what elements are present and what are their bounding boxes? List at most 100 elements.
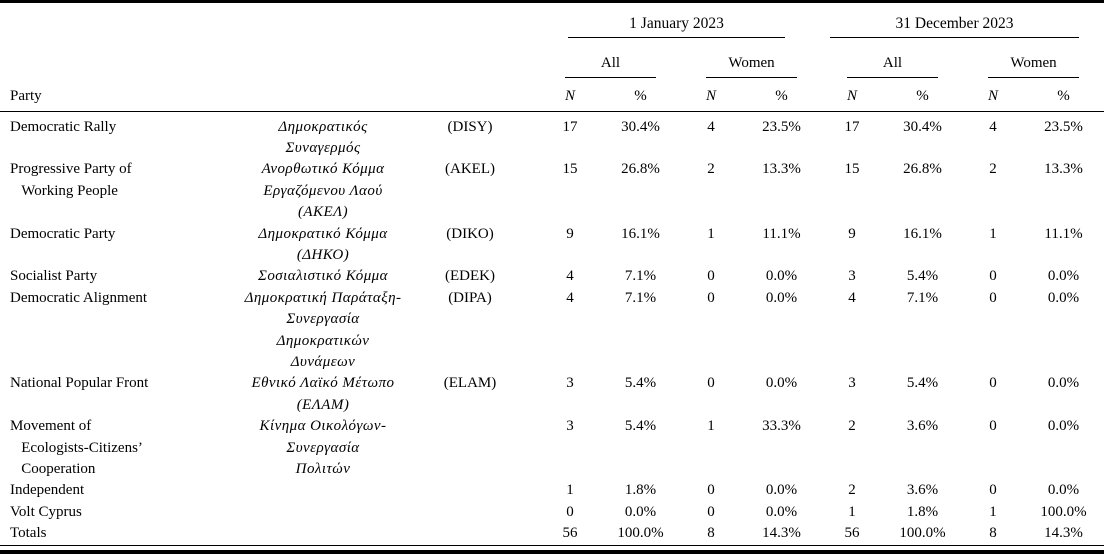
table-row-socialist-party: Socialist Party Σοσιαλιστικό Κόμμα (EDEK…	[0, 266, 1104, 287]
n-column-header: N	[681, 78, 741, 112]
cell-dec-all-pct: 5.4%	[906, 375, 939, 392]
cell-jan-women-n: 0	[707, 268, 715, 285]
cell-jan-women-pct: 0.0%	[765, 503, 798, 520]
cell-jan-all-pct: 0.0%	[624, 503, 657, 520]
table-row-democratic-party: Democratic Party Δημοκρατικό Κόμμα (ΔΗΚΟ…	[0, 224, 1104, 267]
cell-jan-women-pct: 0.0%	[765, 482, 798, 499]
cell-jan-women-pct: 23.5%	[762, 118, 801, 135]
header-spacer	[0, 3, 540, 38]
cell-dec-women-n: 4	[989, 118, 997, 135]
cell-jan-women-pct: 14.3%	[762, 525, 801, 542]
cell-jan-women-n: 4	[707, 118, 715, 135]
cell-jan-all-n: 0	[566, 503, 574, 520]
cell-jan-women-pct: 33.3%	[762, 418, 801, 435]
cell-dec-all-pct: 16.1%	[903, 225, 942, 242]
table-row-akel: Progressive Party of Working People Ανορ…	[0, 159, 1104, 223]
cell-dec-women-n: 0	[989, 289, 997, 306]
cell-jan-all-pct: 30.4%	[621, 118, 660, 135]
cell-jan-all-n: 17	[562, 118, 578, 135]
cell-dec-all-pct: 26.8%	[903, 161, 942, 178]
cell-dec-all-pct: 3.6%	[906, 482, 939, 499]
cell-dec-all-n: 56	[844, 525, 860, 542]
cell-acronym	[434, 480, 540, 501]
cell-party-en: Democratic Party	[10, 225, 116, 242]
table-row-totals: Totals 56 100.0% 8 14.3% 56 100.0% 8 14.…	[0, 523, 1104, 544]
pct-column-header: %	[882, 78, 964, 112]
period-header-row: 1 January 2023 31 December 2023	[0, 3, 1104, 38]
cell-dec-all-n: 15	[844, 161, 860, 178]
cell-jan-all-pct: 5.4%	[624, 418, 657, 435]
cell-dec-women-pct: 23.5%	[1044, 118, 1083, 135]
cell-party-en: Totals	[10, 525, 47, 542]
cell-jan-women-n: 0	[707, 482, 715, 499]
cell-dec-women-pct: 0.0%	[1047, 482, 1080, 499]
cell-dec-all-n: 3	[848, 375, 856, 392]
cell-jan-women-n: 1	[707, 418, 715, 435]
cell-acronym	[434, 523, 540, 544]
header-spacer	[0, 38, 540, 78]
cell-dec-women-n: 2	[989, 161, 997, 178]
cell-jan-all-pct: 1.8%	[624, 482, 657, 499]
cell-dec-women-n: 8	[989, 525, 997, 542]
table-row-volt-cyprus: Volt Cyprus 0 0.0% 0 0.0% 1 1.8% 1 100.0…	[0, 502, 1104, 523]
cell-jan-all-pct: 7.1%	[624, 268, 657, 285]
cell-dec-all-n: 4	[848, 289, 856, 306]
subgroup-label: Women	[706, 55, 798, 78]
cell-acronym: (EDEK)	[445, 268, 495, 285]
table-header: 1 January 2023 31 December 2023 All Wome…	[0, 3, 1104, 112]
pct-column-header: %	[741, 78, 823, 112]
cell-party-en: Volt Cyprus	[10, 503, 82, 520]
cell-dec-all-pct: 30.4%	[903, 118, 942, 135]
cell-acronym: (DIPA)	[448, 289, 492, 306]
cell-dec-all-pct: 100.0%	[899, 525, 946, 542]
cell-jan-women-pct: 0.0%	[765, 268, 798, 285]
cell-dec-women-pct: 13.3%	[1044, 161, 1083, 178]
table-row-independent: Independent 1 1.8% 0 0.0% 2 3.6% 0 0.0%	[0, 480, 1104, 501]
cell-jan-women-pct: 13.3%	[762, 161, 801, 178]
cell-dec-all-n: 2	[848, 482, 856, 499]
cell-acronym: (ELAM)	[443, 375, 497, 392]
cell-party-gr: Δημοκρατικό Κόμμα (ΔΗΚΟ)	[258, 225, 388, 263]
cell-jan-women-n: 0	[707, 289, 715, 306]
cell-dec-women-n: 1	[989, 503, 997, 520]
cell-jan-women-pct: 11.1%	[762, 225, 801, 242]
cell-dec-women-n: 0	[989, 268, 997, 285]
cell-dec-all-n: 9	[848, 225, 856, 242]
cell-jan-women-n: 0	[707, 503, 715, 520]
cell-dec-women-pct: 100.0%	[1040, 503, 1087, 520]
measure-header-row: Party N % N % N % N %	[0, 78, 1104, 112]
cell-jan-women-pct: 0.0%	[765, 289, 798, 306]
cell-party-gr	[212, 523, 434, 544]
cell-party-en: Democratic Rally	[10, 118, 117, 135]
col-group-january: 1 January 2023	[540, 3, 822, 38]
party-column-header: Party	[0, 78, 540, 112]
cell-dec-women-n: 0	[989, 418, 997, 435]
cell-acronym	[434, 502, 540, 523]
cell-dec-women-pct: 0.0%	[1047, 418, 1080, 435]
pct-column-header: %	[600, 78, 681, 112]
table-row-ecologists: Movement of Ecologists-Citizens’ Coopera…	[0, 416, 1104, 480]
cell-acronym: (AKEL)	[445, 161, 495, 178]
n-column-header: N	[822, 78, 883, 112]
col-group-december: 31 December 2023	[822, 3, 1104, 38]
cell-party-en: Democratic Alignment	[10, 289, 148, 306]
cell-party-gr: Δημοκρατικός Συναγερμός	[278, 118, 368, 156]
cell-party-gr: Ανορθωτικό Κόμμα Εργαζόμενου Λαού (ΑΚΕΛ)	[261, 161, 385, 221]
n-column-header: N	[540, 78, 600, 112]
subgroup-label: All	[847, 55, 939, 78]
cell-party-gr: Κίνημα Οικολόγων- Συνεργασία Πολιτών	[259, 418, 387, 477]
cell-party-en: Progressive Party of Working People	[10, 161, 132, 199]
cell-party-gr	[212, 502, 434, 523]
cell-jan-all-n: 4	[566, 289, 574, 306]
cell-acronym	[434, 416, 540, 480]
cell-dec-women-pct: 0.0%	[1047, 289, 1080, 306]
cell-jan-all-pct: 7.1%	[624, 289, 657, 306]
cell-jan-all-pct: 26.8%	[621, 161, 660, 178]
table-body: Democratic Rally Δημοκρατικός Συναγερμός…	[0, 111, 1104, 545]
cell-jan-all-n: 1	[566, 482, 574, 499]
cell-party-en: Independent	[10, 482, 85, 499]
cell-dec-all-n: 17	[844, 118, 860, 135]
subgroup-jan-all: All	[540, 38, 681, 78]
cell-party-en: National Popular Front	[10, 375, 149, 392]
